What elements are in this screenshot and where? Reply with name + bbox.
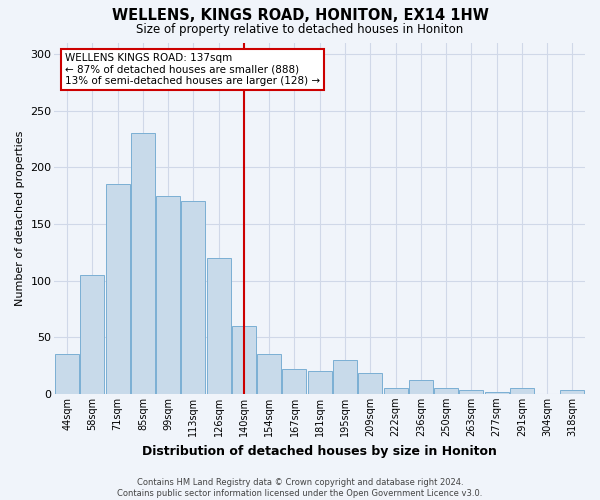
Bar: [308, 371, 332, 394]
Text: WELLENS KINGS ROAD: 137sqm
← 87% of detached houses are smaller (888)
13% of sem: WELLENS KINGS ROAD: 137sqm ← 87% of deta…: [65, 53, 320, 86]
Bar: [560, 390, 584, 394]
Bar: [131, 133, 155, 394]
Bar: [409, 380, 433, 394]
Bar: [510, 388, 534, 394]
Bar: [257, 354, 281, 394]
X-axis label: Distribution of detached houses by size in Honiton: Distribution of detached houses by size …: [142, 444, 497, 458]
Bar: [156, 196, 180, 394]
Bar: [358, 374, 382, 394]
Y-axis label: Number of detached properties: Number of detached properties: [15, 130, 25, 306]
Bar: [383, 388, 407, 394]
Bar: [232, 326, 256, 394]
Bar: [485, 392, 509, 394]
Bar: [55, 354, 79, 394]
Bar: [333, 360, 357, 394]
Bar: [283, 369, 307, 394]
Text: Contains HM Land Registry data © Crown copyright and database right 2024.
Contai: Contains HM Land Registry data © Crown c…: [118, 478, 482, 498]
Text: Size of property relative to detached houses in Honiton: Size of property relative to detached ho…: [136, 22, 464, 36]
Bar: [206, 258, 230, 394]
Bar: [460, 390, 484, 394]
Bar: [181, 201, 205, 394]
Bar: [434, 388, 458, 394]
Text: WELLENS, KINGS ROAD, HONITON, EX14 1HW: WELLENS, KINGS ROAD, HONITON, EX14 1HW: [112, 8, 488, 22]
Bar: [106, 184, 130, 394]
Bar: [80, 275, 104, 394]
